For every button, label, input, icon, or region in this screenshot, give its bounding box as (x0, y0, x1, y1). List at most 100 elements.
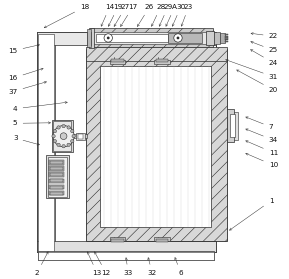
Bar (50, 186, 63, 189)
Circle shape (53, 129, 57, 133)
Bar (229, 114, 235, 137)
Text: 26: 26 (137, 4, 154, 27)
Text: 7: 7 (246, 117, 273, 130)
Bar (227, 109, 234, 142)
Bar (50, 167, 63, 170)
Bar (49, 166, 64, 171)
Circle shape (71, 140, 74, 143)
Bar (49, 191, 64, 195)
Text: 27: 27 (114, 4, 130, 27)
Circle shape (67, 143, 70, 146)
Bar (225, 39, 228, 40)
Circle shape (52, 134, 55, 138)
Bar (50, 173, 63, 176)
Text: 28: 28 (151, 4, 165, 26)
Bar (48, 157, 67, 197)
Bar (220, 33, 225, 43)
Bar (225, 34, 228, 35)
Bar (46, 155, 68, 198)
Text: 34: 34 (246, 129, 278, 143)
Text: 25: 25 (251, 41, 278, 53)
Text: 33: 33 (124, 258, 133, 276)
Text: 19: 19 (108, 4, 123, 26)
Text: 11: 11 (246, 141, 278, 156)
Bar (111, 59, 124, 62)
Text: 31: 31 (226, 59, 278, 80)
Bar (90, 28, 213, 47)
Bar (49, 179, 64, 183)
Bar (50, 192, 63, 195)
Circle shape (53, 140, 57, 143)
Bar (38, 251, 214, 260)
Circle shape (71, 129, 74, 133)
Bar (168, 33, 202, 43)
Bar (156, 239, 168, 242)
Text: 15: 15 (8, 44, 39, 54)
Text: 12: 12 (95, 252, 111, 276)
Circle shape (177, 37, 179, 39)
Circle shape (104, 34, 112, 42)
Bar (206, 31, 214, 45)
Text: 10: 10 (246, 153, 278, 168)
Bar (225, 37, 228, 39)
Text: 29: 29 (159, 4, 173, 26)
Circle shape (57, 126, 60, 129)
Bar (52, 120, 73, 152)
Circle shape (107, 37, 110, 39)
Bar (37, 32, 55, 252)
Bar (214, 32, 220, 44)
Text: 30: 30 (172, 4, 186, 26)
Text: 1: 1 (229, 198, 273, 230)
Bar (37, 32, 216, 252)
Bar (87, 32, 92, 45)
Text: 37: 37 (8, 81, 47, 95)
Bar (110, 237, 125, 241)
Bar (110, 60, 125, 64)
Bar (76, 133, 84, 140)
Text: 24: 24 (251, 50, 278, 66)
Bar (100, 66, 212, 227)
Bar (93, 32, 210, 44)
Bar (38, 34, 54, 251)
Circle shape (53, 126, 74, 147)
Text: 4: 4 (13, 102, 67, 112)
Circle shape (174, 34, 182, 42)
Text: 32: 32 (148, 258, 157, 276)
Bar (154, 237, 170, 241)
Bar (50, 161, 63, 164)
Text: 2: 2 (35, 252, 48, 276)
Bar (49, 185, 64, 189)
Bar (156, 59, 168, 62)
Circle shape (62, 145, 65, 148)
Bar (154, 60, 170, 64)
Text: 22: 22 (251, 33, 278, 39)
Circle shape (57, 143, 60, 146)
Bar (86, 47, 227, 61)
Bar (228, 112, 238, 140)
Bar (225, 36, 228, 37)
Bar (38, 252, 214, 260)
Bar (111, 239, 124, 242)
Text: 17: 17 (121, 4, 137, 27)
Bar (89, 28, 94, 48)
Bar (37, 241, 216, 252)
Circle shape (67, 126, 70, 129)
Text: 6: 6 (175, 258, 183, 276)
Text: 14: 14 (101, 4, 114, 26)
Text: 23: 23 (181, 4, 193, 26)
Bar (96, 34, 168, 42)
Text: 3: 3 (13, 135, 40, 145)
Bar (53, 121, 71, 151)
Bar (37, 32, 216, 45)
Text: 5: 5 (13, 120, 51, 126)
Text: 13: 13 (87, 252, 102, 276)
Bar (50, 179, 63, 182)
Bar (87, 29, 91, 47)
Circle shape (60, 133, 67, 140)
Bar (73, 134, 87, 138)
Bar (49, 160, 64, 165)
Text: 18: 18 (44, 4, 89, 28)
Text: 16: 16 (8, 68, 43, 81)
Circle shape (72, 134, 75, 138)
Bar (77, 134, 83, 139)
